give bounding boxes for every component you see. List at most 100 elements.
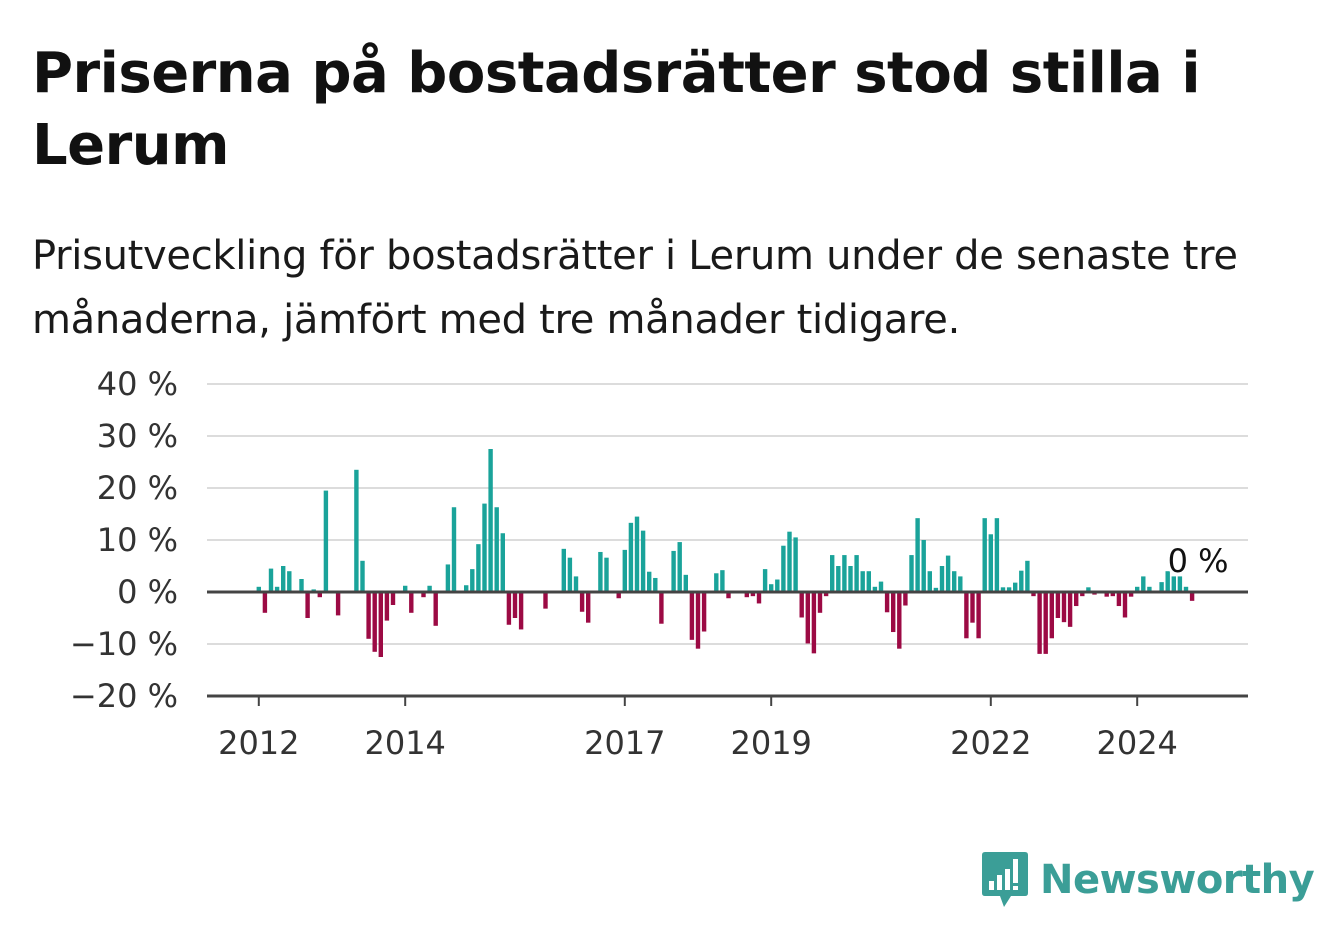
- bar: [1159, 582, 1164, 592]
- bar: [1171, 576, 1176, 592]
- bar: [793, 537, 798, 592]
- x-tick-label: 2017: [584, 724, 665, 762]
- bar: [1122, 592, 1128, 618]
- bar: [1043, 592, 1048, 654]
- bar: [281, 566, 286, 592]
- bar: [1049, 592, 1054, 639]
- bar: [897, 592, 902, 649]
- bar: [756, 592, 762, 604]
- bar: [335, 592, 341, 616]
- bar: [640, 530, 646, 592]
- bar: [762, 569, 768, 592]
- bar: [567, 557, 573, 592]
- bar: [1116, 592, 1122, 607]
- bar: [1141, 576, 1146, 592]
- y-tick-label: 30 %: [97, 417, 178, 455]
- bar: [848, 566, 853, 592]
- axes: [207, 590, 1248, 706]
- bar: [854, 555, 859, 592]
- bar: [860, 571, 865, 592]
- bar: [677, 542, 682, 592]
- bar: [579, 592, 585, 612]
- bar: [988, 534, 993, 592]
- bar: [305, 592, 310, 618]
- bar: [268, 568, 274, 592]
- latest-value-label: 0 %: [1168, 542, 1229, 580]
- bar: [354, 469, 359, 592]
- bar: [366, 592, 371, 639]
- bar-chart: 40 % 30 % 20 % 10 % 0 % −10 % −20 % 2012 2014 201…: [70, 365, 1248, 762]
- bar: [1067, 592, 1073, 627]
- bar: [891, 592, 896, 633]
- bar: [915, 518, 920, 592]
- bar: [384, 592, 390, 621]
- bar: [982, 518, 987, 592]
- bar: [274, 586, 280, 592]
- bar: [1006, 587, 1012, 592]
- bar: [939, 566, 945, 592]
- bar: [884, 592, 890, 613]
- bar: [256, 586, 261, 592]
- bar: [945, 555, 951, 592]
- chart-subtitle: Prisutveckling för bostadsrätter i Lerum…: [32, 233, 1238, 343]
- bar: [445, 564, 451, 592]
- bar: [1061, 592, 1067, 623]
- grid-lines: [207, 383, 1248, 645]
- brand-name: Newsworthy: [1040, 857, 1315, 903]
- bar: [872, 586, 878, 592]
- bar: [427, 585, 432, 592]
- bar: [482, 503, 487, 592]
- bar: [811, 592, 817, 654]
- x-tick-label: 2014: [364, 724, 445, 762]
- bar: [671, 550, 676, 592]
- bar: [976, 592, 981, 639]
- tick-labels: 40 % 30 % 20 % 10 % 0 % −10 % −20 % 2012 2014 201…: [70, 365, 1232, 762]
- newsworthy-brand: Newsworthy: [980, 848, 1315, 912]
- bar: [506, 592, 512, 625]
- bar: [647, 571, 652, 592]
- bar: [1189, 592, 1195, 601]
- bar: [1025, 560, 1030, 592]
- bar: [622, 549, 627, 592]
- bar: [518, 592, 524, 630]
- bar: [403, 585, 408, 592]
- bar: [1147, 586, 1152, 592]
- bar: [488, 449, 493, 592]
- bar: [586, 592, 591, 623]
- bar: [561, 548, 566, 592]
- bar: [451, 507, 457, 592]
- bar: [1128, 592, 1134, 597]
- bar: [1177, 576, 1183, 592]
- bar: [287, 571, 292, 592]
- y-tick-label: −20 %: [70, 677, 178, 715]
- bar: [921, 540, 926, 592]
- bar: [299, 579, 304, 592]
- bars: [256, 449, 1195, 657]
- bar: [470, 569, 475, 592]
- bar: [1019, 570, 1024, 592]
- bar: [1165, 571, 1170, 592]
- newsworthy-logo-icon: [982, 852, 1028, 907]
- bar: [866, 571, 871, 592]
- bar: [744, 592, 749, 598]
- bar: [323, 490, 329, 592]
- bar: [1037, 592, 1042, 654]
- bar: [1013, 582, 1018, 592]
- bar: [598, 551, 603, 592]
- bar: [909, 555, 914, 592]
- bar: [750, 592, 756, 597]
- bar: [823, 592, 829, 597]
- bar: [543, 592, 548, 609]
- bar: [701, 592, 707, 632]
- bar: [1135, 586, 1140, 592]
- bar: [781, 545, 786, 592]
- bar: [500, 533, 505, 592]
- bar: [360, 560, 365, 592]
- bar: [970, 592, 975, 623]
- bar: [604, 557, 609, 592]
- bar: [421, 592, 426, 598]
- x-tick-label: 2019: [730, 724, 811, 762]
- bar: [720, 570, 725, 592]
- bar: [878, 581, 884, 592]
- bar: [494, 507, 499, 592]
